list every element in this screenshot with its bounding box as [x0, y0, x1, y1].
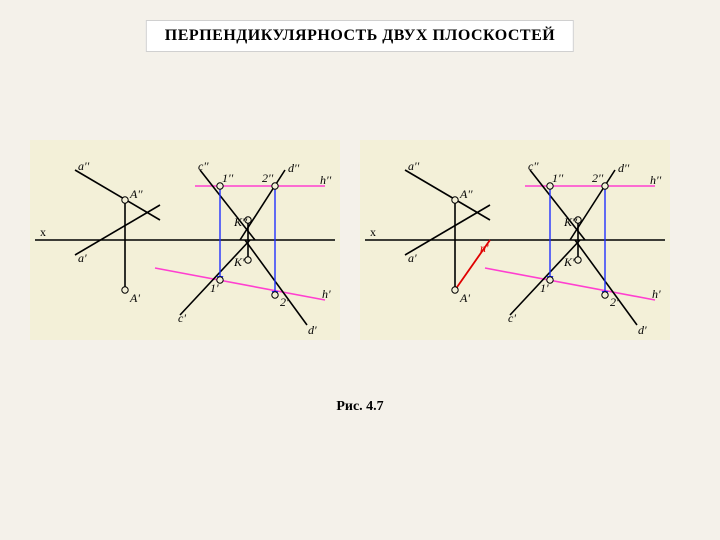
svg-text:2'': 2''	[592, 171, 604, 185]
svg-text:1'': 1''	[552, 171, 564, 185]
svg-text:c'': c''	[528, 159, 539, 173]
svg-text:a': a'	[78, 251, 87, 265]
page-title: ПЕРПЕНДИКУЛЯРНОСТЬ ДВУХ ПЛОСКОСТЕЙ	[146, 20, 574, 52]
svg-text:K': K'	[563, 255, 575, 269]
svg-text:h'': h''	[320, 173, 332, 187]
svg-text:d'': d''	[288, 161, 300, 175]
svg-text:n': n'	[480, 241, 489, 255]
diagram-right-svg: a'' a' A'' A' x c'' d'' h'' 1'' 2'' K'' K' 1' 2' c' d' h…	[360, 140, 670, 340]
svg-text:d': d'	[308, 323, 317, 337]
svg-text:d': d'	[638, 323, 647, 337]
diagram-panel-right: a'' a' A'' A' x c'' d'' h'' 1'' 2'' K'' K' 1' 2' c' d' h…	[360, 140, 670, 340]
svg-text:d'': d''	[618, 161, 630, 175]
svg-text:2': 2'	[280, 295, 289, 309]
svg-text:a'': a''	[408, 159, 420, 173]
svg-text:h': h'	[322, 287, 331, 301]
svg-text:1': 1'	[210, 281, 219, 295]
svg-text:c': c'	[508, 311, 516, 325]
svg-text:K': K'	[233, 255, 245, 269]
svg-text:A': A'	[129, 291, 140, 305]
svg-text:2'': 2''	[262, 171, 274, 185]
svg-text:A'': A''	[459, 187, 473, 201]
svg-text:a': a'	[408, 251, 417, 265]
figure-caption: Рис. 4.7	[336, 399, 383, 415]
svg-text:c'': c''	[198, 159, 209, 173]
svg-text:A'': A''	[129, 187, 143, 201]
svg-text:x: x	[40, 225, 46, 239]
svg-text:c': c'	[178, 311, 186, 325]
svg-text:A': A'	[459, 291, 470, 305]
diagram-panel-left: a'' a' A'' A' x c'' d'' h'' 1'' 2'' K'' K' 1' 2' c' d' h…	[30, 140, 340, 340]
svg-text:K'': K''	[233, 215, 248, 229]
svg-text:x: x	[370, 225, 376, 239]
svg-text:1': 1'	[540, 281, 549, 295]
slide: ПЕРПЕНДИКУЛЯРНОСТЬ ДВУХ ПЛОСКОСТЕЙ a''a'…	[0, 0, 720, 540]
svg-text:2': 2'	[610, 295, 619, 309]
svg-text:K'': K''	[563, 215, 578, 229]
svg-text:h'': h''	[650, 173, 662, 187]
svg-text:h': h'	[652, 287, 661, 301]
diagram-left-svg: a'' a' A'' A' x c'' d'' h'' 1'' 2'' K'' K' 1' 2' c' d' h…	[30, 140, 340, 340]
svg-text:a'': a''	[78, 159, 90, 173]
svg-text:1'': 1''	[222, 171, 234, 185]
